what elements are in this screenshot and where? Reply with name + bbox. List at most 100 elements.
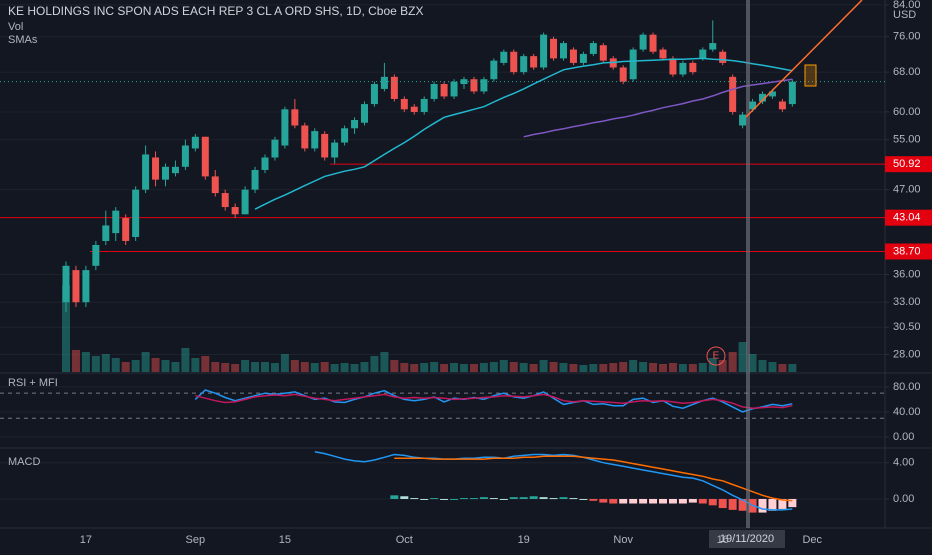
volume-bar [270, 363, 279, 372]
histogram-bar [589, 498, 598, 501]
histogram-bar [619, 498, 628, 504]
volume-bar [659, 364, 667, 372]
volume-bar [489, 362, 498, 372]
candle-body [450, 81, 458, 97]
candle-body [72, 270, 80, 303]
volume-bar [440, 364, 449, 372]
candle-body [251, 169, 259, 190]
candle-body [778, 101, 786, 110]
volume-bar [748, 354, 757, 372]
y-tick-label: 0.00 [893, 493, 914, 505]
candle-body [102, 225, 110, 241]
y-tick-label: 4.00 [893, 457, 914, 469]
candle-body [112, 210, 120, 234]
histogram-bar [529, 496, 538, 499]
x-tick-label: Oct [396, 534, 413, 546]
candle-body [430, 84, 438, 99]
histogram-bar [499, 498, 508, 500]
volume-bar [400, 363, 409, 372]
volume-bar [231, 364, 240, 372]
volume-bar [450, 363, 459, 372]
x-tick-label: Sep [186, 534, 206, 546]
volume-bar [698, 363, 707, 372]
volume-bar [639, 362, 648, 372]
volume-bar [181, 348, 190, 372]
y-tick-label: 68.00 [893, 66, 921, 78]
candle-body [768, 91, 776, 97]
volume-bar [300, 362, 309, 372]
y-tick-label: 80.00 [893, 381, 921, 393]
volume-bar [549, 362, 558, 372]
y-tick-label: 28.00 [893, 348, 921, 360]
volume-bar [579, 365, 588, 372]
histogram-bar [569, 498, 578, 500]
histogram-bar [668, 498, 677, 504]
candle-body [241, 189, 249, 215]
indicator-line [194, 389, 793, 413]
volume-bar [599, 364, 608, 372]
candle-body [410, 106, 418, 112]
histogram-bar [599, 498, 608, 503]
candle-body [311, 131, 319, 149]
candle-body [739, 114, 747, 126]
candle-body [470, 79, 478, 92]
histogram-bar [440, 498, 449, 500]
candle-body [689, 62, 697, 73]
candle-body [271, 139, 279, 158]
histogram-bar [768, 498, 777, 511]
histogram-bar [489, 498, 498, 500]
x-tick-label: 15 [279, 534, 291, 546]
volume-bar [649, 363, 658, 372]
histogram-bar [420, 498, 429, 500]
volume-bar [151, 358, 160, 372]
volume-bar [738, 342, 747, 372]
x-tick-label: Nov [613, 534, 633, 546]
candle-body [540, 34, 548, 68]
volume-bar [778, 364, 787, 372]
volume-bar [201, 356, 210, 372]
volume-bar [261, 362, 269, 372]
candle-body [629, 49, 637, 80]
histogram-bar [728, 498, 737, 510]
candle-body [82, 270, 90, 303]
volume-bar [91, 356, 100, 372]
volume-bar [370, 356, 379, 372]
candle-body [649, 34, 657, 52]
y-tick-label: 33.00 [893, 296, 921, 308]
macd-line [394, 455, 793, 502]
y-tick-label: 76.00 [893, 31, 921, 43]
histogram-bar [659, 498, 667, 504]
candle-body [420, 98, 428, 112]
price-line-label-box [885, 243, 932, 260]
volume-bar [788, 364, 797, 372]
candle-body [530, 56, 538, 68]
chart-title: KE HOLDINGS INC SPON ADS EACH REP 3 CL A… [8, 4, 423, 18]
volume-bar [350, 364, 359, 372]
volume-bar [360, 362, 369, 372]
volume-bar [539, 360, 548, 372]
volume-bar [141, 352, 150, 372]
candle-body [550, 38, 558, 59]
volume-bar [71, 350, 80, 372]
histogram-bar [390, 495, 399, 499]
histogram-bar [539, 497, 548, 499]
histogram-bar [688, 498, 697, 503]
volume-bar [479, 363, 488, 372]
candle-body [201, 136, 209, 177]
y-tick-label: 47.00 [893, 184, 921, 196]
trend-line [745, 0, 863, 118]
candle-body [191, 136, 199, 149]
volume-bar [529, 364, 538, 372]
x-tick-label: 16 [717, 534, 729, 546]
price-line-label: 50.92 [893, 158, 921, 170]
volume-bar [420, 363, 429, 372]
y-tick-label: 55.00 [893, 134, 921, 146]
pane-title: RSI + MFI [8, 377, 58, 389]
histogram-bar [649, 498, 658, 504]
candle-body [181, 145, 189, 167]
candle-body [390, 76, 398, 99]
volume-bar [430, 362, 439, 372]
volume-bar [678, 364, 687, 372]
candle-body [231, 207, 239, 215]
event-marker: E [713, 351, 720, 362]
